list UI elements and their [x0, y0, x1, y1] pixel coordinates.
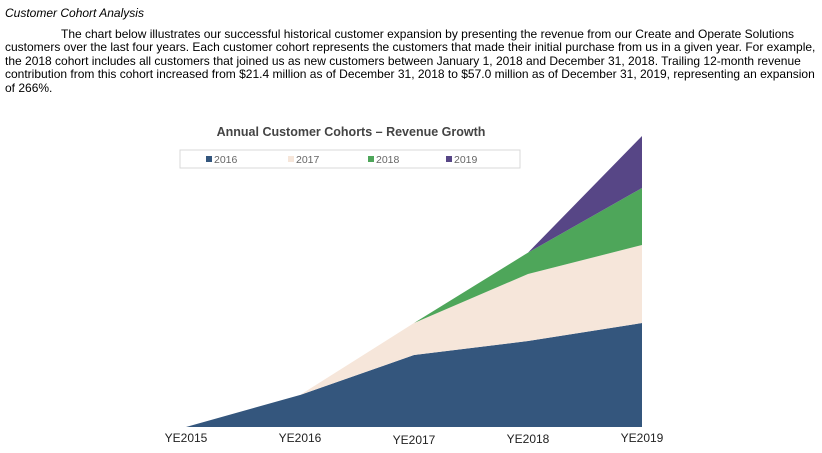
area-cohort-2016 [186, 323, 642, 427]
x-tick-label-ye2015: YE2015 [165, 431, 208, 445]
legend-swatch-2017 [288, 156, 294, 162]
legend-swatch-2016 [206, 156, 212, 162]
x-tick-label-ye2016: YE2016 [279, 431, 322, 445]
legend-label-2019: 2019 [454, 154, 478, 166]
x-tick-label-ye2018: YE2018 [507, 432, 550, 446]
legend-label-2018: 2018 [376, 154, 400, 166]
x-tick-label-ye2019: YE2019 [621, 431, 664, 445]
area-cohort-2017 [186, 245, 642, 427]
chart-areas [186, 136, 642, 427]
section-title: Customer Cohort Analysis [5, 6, 144, 20]
x-tick-label-ye2017: YE2017 [393, 433, 436, 447]
legend-box [179, 149, 521, 169]
chart-title: Annual Customer Cohorts – Revenue Growth [217, 125, 486, 139]
legend-label-2017: 2017 [296, 154, 320, 166]
chart-legend: 2016 2017 2018 2019 [206, 154, 478, 166]
legend-label-2016: 2016 [214, 154, 238, 166]
legend-swatch-2019 [446, 156, 452, 162]
legend-swatch-2018 [368, 156, 374, 162]
x-axis-ticks: YE2015 YE2016 YE2017 YE2018 YE2019 [165, 431, 664, 447]
body-paragraph: The chart below illustrates our successf… [5, 27, 816, 95]
